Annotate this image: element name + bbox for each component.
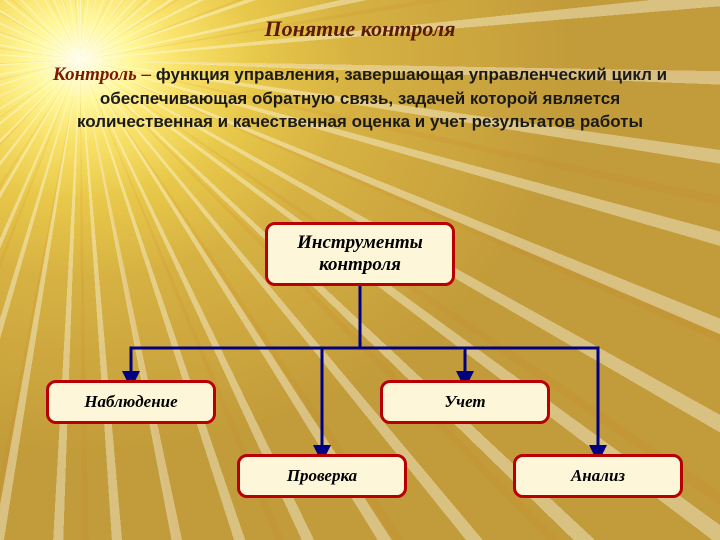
node-obs: Наблюдение	[46, 380, 216, 424]
node-label-account: Учет	[444, 392, 485, 412]
definition-block: Контроль – функция управления, завершающ…	[30, 62, 690, 134]
edge-group	[131, 286, 598, 454]
edge-check	[322, 286, 360, 454]
definition-term: Контроль –	[53, 64, 156, 85]
definition-body: функция управления, завершающая управлен…	[77, 65, 667, 131]
edge-obs	[131, 286, 360, 380]
node-label-check: Проверка	[287, 466, 357, 486]
node-label-obs: Наблюдение	[84, 392, 177, 412]
node-root: Инструментыконтроля	[265, 222, 455, 286]
node-label-analysis: Анализ	[571, 466, 625, 486]
page-title: Понятие контроля	[0, 16, 720, 42]
edge-account	[360, 286, 465, 380]
node-account: Учет	[380, 380, 550, 424]
node-label-root: Инструментыконтроля	[297, 232, 423, 276]
node-analysis: Анализ	[513, 454, 683, 498]
edge-analysis	[360, 286, 598, 454]
node-check: Проверка	[237, 454, 407, 498]
